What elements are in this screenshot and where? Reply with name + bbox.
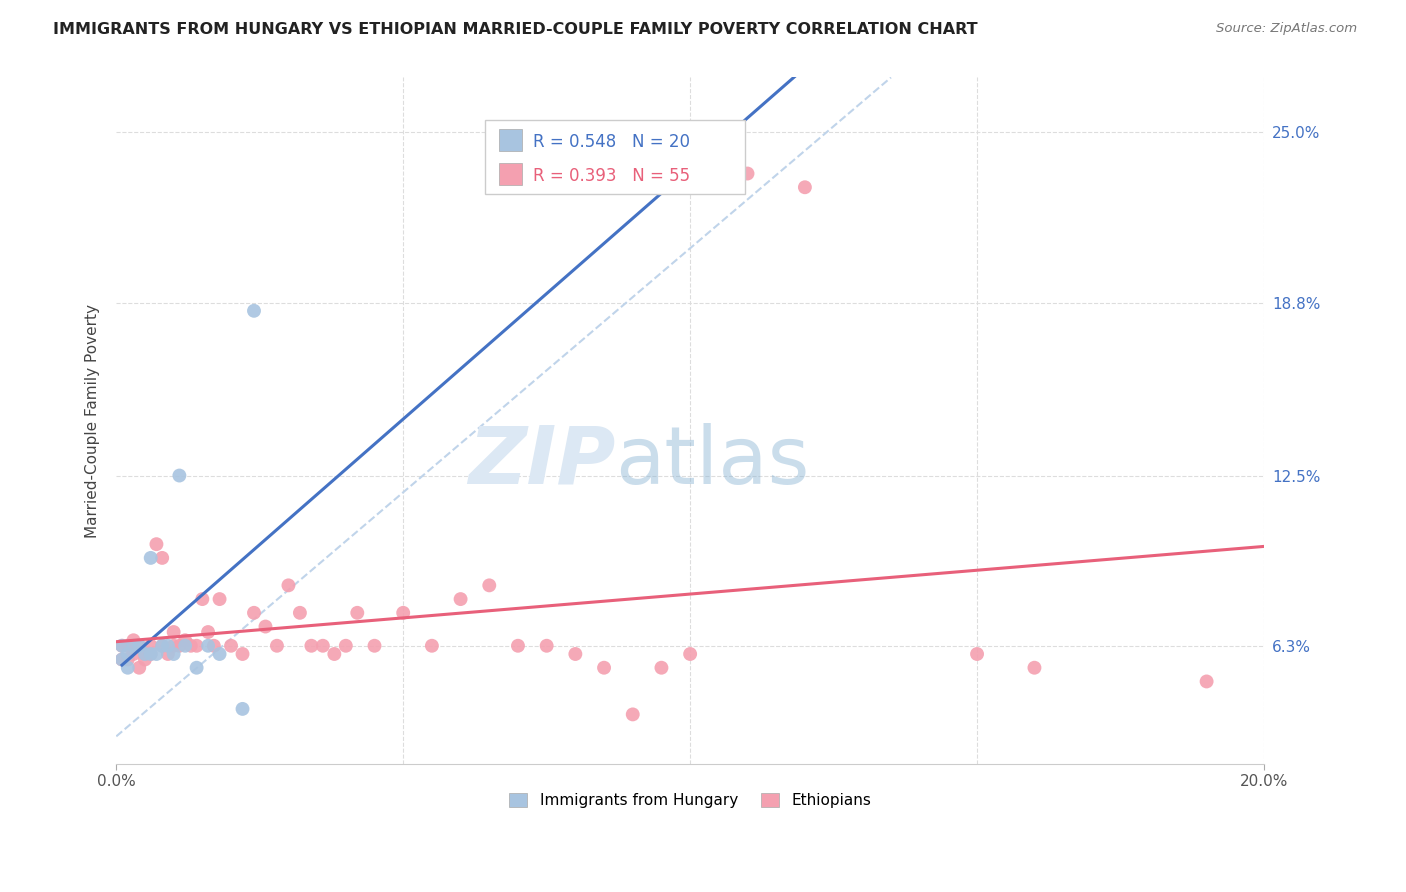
Text: Source: ZipAtlas.com: Source: ZipAtlas.com bbox=[1216, 22, 1357, 36]
Point bbox=[392, 606, 415, 620]
Point bbox=[243, 303, 266, 318]
Point bbox=[163, 639, 186, 653]
Point bbox=[134, 647, 156, 661]
Point bbox=[243, 606, 266, 620]
Point bbox=[254, 619, 277, 633]
Point bbox=[169, 468, 191, 483]
Point bbox=[288, 606, 311, 620]
Point bbox=[145, 537, 167, 551]
Point bbox=[156, 639, 179, 653]
Text: IMMIGRANTS FROM HUNGARY VS ETHIOPIAN MARRIED-COUPLE FAMILY POVERTY CORRELATION C: IMMIGRANTS FROM HUNGARY VS ETHIOPIAN MAR… bbox=[53, 22, 979, 37]
Point bbox=[174, 639, 197, 653]
Point bbox=[536, 639, 558, 653]
Point bbox=[208, 647, 231, 661]
Point bbox=[621, 707, 644, 722]
Point bbox=[277, 578, 299, 592]
Point bbox=[793, 180, 815, 194]
Point bbox=[111, 652, 134, 666]
Point bbox=[150, 639, 173, 653]
Point bbox=[506, 639, 529, 653]
Text: atlas: atlas bbox=[616, 423, 810, 500]
Point bbox=[117, 652, 139, 666]
Point bbox=[128, 639, 150, 653]
Point bbox=[150, 550, 173, 565]
Y-axis label: Married-Couple Family Poverty: Married-Couple Family Poverty bbox=[86, 303, 100, 538]
Point bbox=[564, 647, 586, 661]
Point bbox=[145, 647, 167, 661]
Point bbox=[478, 578, 501, 592]
Point bbox=[202, 639, 225, 653]
Point bbox=[117, 639, 139, 653]
Point bbox=[1195, 674, 1218, 689]
Legend: Immigrants from Hungary, Ethiopians: Immigrants from Hungary, Ethiopians bbox=[503, 788, 877, 814]
Point bbox=[122, 639, 145, 653]
Point bbox=[128, 639, 150, 653]
Point bbox=[139, 647, 162, 661]
Point bbox=[174, 633, 197, 648]
Point bbox=[180, 639, 202, 653]
Point bbox=[111, 639, 134, 653]
Point bbox=[420, 639, 443, 653]
Point bbox=[312, 639, 335, 653]
Point bbox=[299, 639, 322, 653]
Point bbox=[128, 661, 150, 675]
Point bbox=[122, 647, 145, 661]
Point bbox=[169, 639, 191, 653]
Point bbox=[650, 661, 672, 675]
Point bbox=[117, 661, 139, 675]
Point bbox=[186, 639, 208, 653]
Point bbox=[139, 550, 162, 565]
Point bbox=[139, 647, 162, 661]
Point bbox=[737, 167, 759, 181]
Point bbox=[163, 625, 186, 640]
Point bbox=[679, 647, 702, 661]
Point bbox=[208, 592, 231, 607]
Point bbox=[1024, 661, 1046, 675]
Point bbox=[111, 639, 134, 653]
Point bbox=[266, 639, 288, 653]
Text: R = 0.548   N = 20: R = 0.548 N = 20 bbox=[533, 133, 690, 151]
Point bbox=[139, 639, 162, 653]
Point bbox=[191, 592, 214, 607]
Point bbox=[117, 647, 139, 661]
Point bbox=[186, 661, 208, 675]
Point bbox=[323, 647, 346, 661]
Point bbox=[346, 606, 368, 620]
Point bbox=[150, 639, 173, 653]
Text: ZIP: ZIP bbox=[468, 423, 616, 500]
Point bbox=[231, 647, 253, 661]
Point bbox=[134, 647, 156, 661]
Point bbox=[450, 592, 472, 607]
Point bbox=[231, 702, 253, 716]
Point bbox=[966, 647, 988, 661]
Point bbox=[335, 639, 357, 653]
Point bbox=[197, 639, 219, 653]
Point bbox=[111, 652, 134, 666]
Point bbox=[593, 661, 616, 675]
Point bbox=[122, 633, 145, 648]
Point bbox=[197, 625, 219, 640]
Point bbox=[134, 652, 156, 666]
Point bbox=[163, 647, 186, 661]
Point bbox=[156, 647, 179, 661]
Point bbox=[219, 639, 242, 653]
Text: R = 0.393   N = 55: R = 0.393 N = 55 bbox=[533, 167, 690, 185]
Point bbox=[363, 639, 385, 653]
